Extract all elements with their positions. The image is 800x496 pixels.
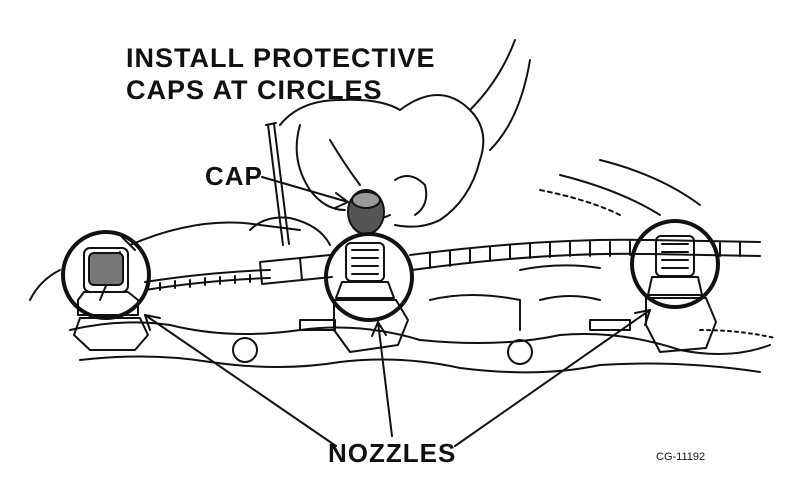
highlight-circle-middle: [324, 232, 414, 322]
highlight-circle-left: [61, 230, 151, 320]
highlight-circle-right: [630, 219, 720, 309]
nozzle-left: [73, 234, 149, 351]
fuel-line-left: [144, 269, 271, 291]
protective-cap: [347, 189, 385, 235]
engine-block: [29, 159, 776, 374]
instruction-line-2: CAPS AT CIRCLES: [126, 75, 383, 105]
instruction-line-1: INSTALL PROTECTIVE: [126, 43, 436, 73]
nozzle-leader-arrows: [144, 309, 651, 447]
cap-label: CAP: [205, 161, 263, 191]
cap-leader-arrow: [261, 176, 349, 209]
figure-code: CG-11192: [656, 451, 706, 463]
nozzles-label: NOZZLES: [328, 438, 457, 468]
hand: [279, 39, 531, 228]
dipstick: [265, 122, 290, 246]
nozzle-middle: [333, 242, 409, 353]
